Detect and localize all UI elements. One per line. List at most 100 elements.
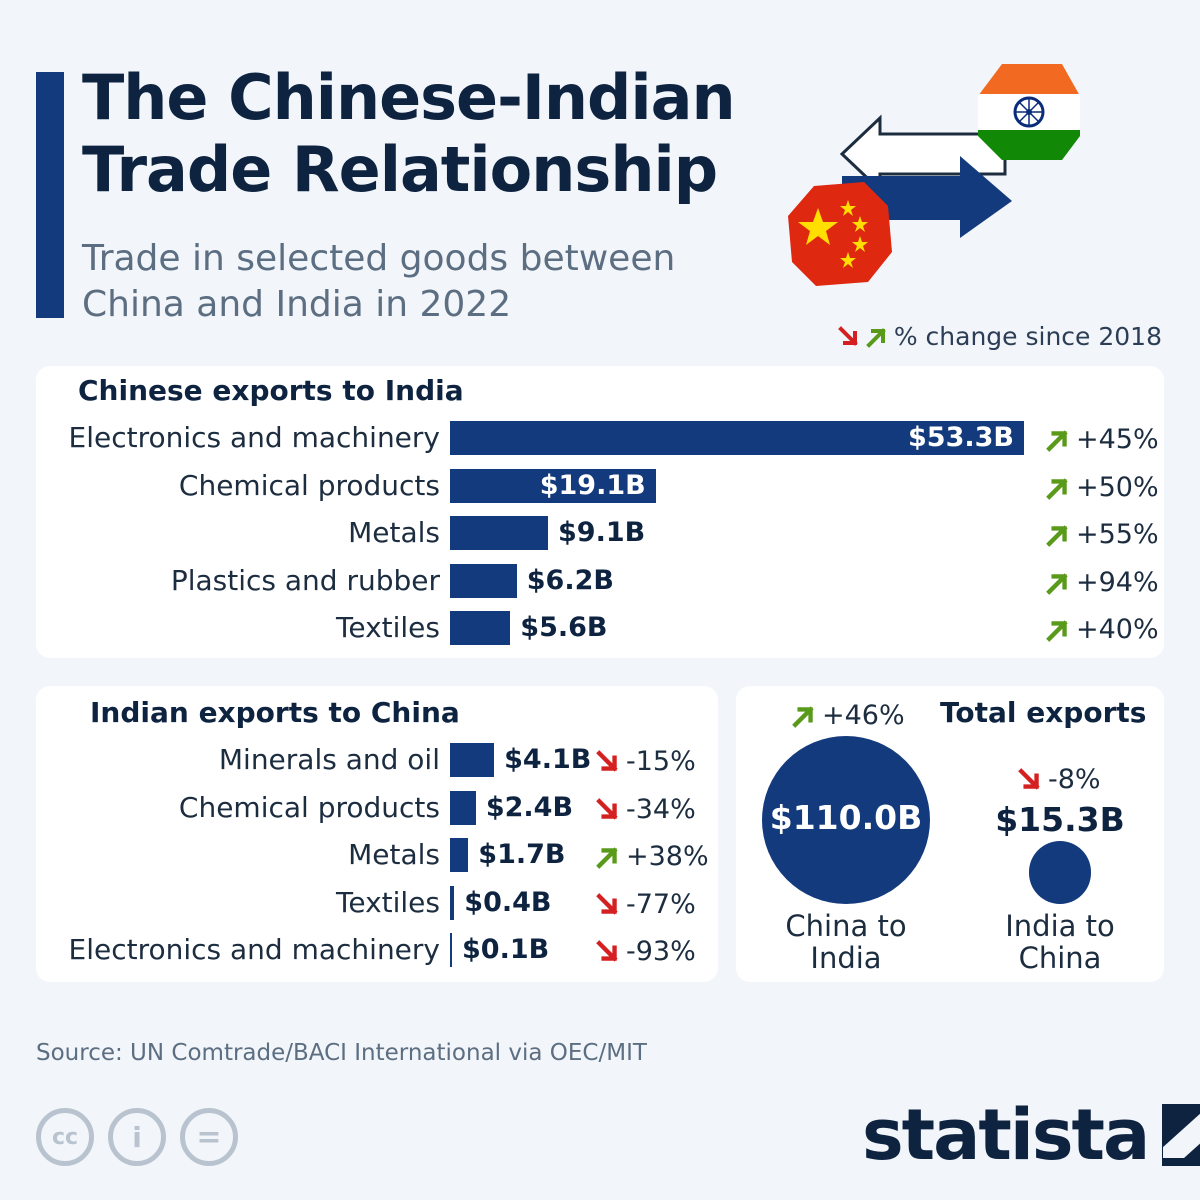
license-icons: cc i =	[36, 1108, 238, 1166]
arrow-up-icon	[1046, 525, 1068, 547]
title-accent-bar	[36, 72, 64, 318]
statista-mark-icon	[1162, 1104, 1200, 1166]
chinese-exports-card: Chinese exports to India Electronics and…	[36, 366, 1164, 658]
legend-label: % change since 2018	[893, 322, 1162, 351]
change-label: +40%	[1046, 612, 1159, 648]
arrow-up-icon	[596, 847, 618, 869]
indian-exports-card: Indian exports to China Minerals and oil…	[36, 686, 718, 982]
section-title: Indian exports to China	[90, 696, 460, 729]
data-label: $53.3B	[908, 422, 1014, 453]
data-label: $1.7B	[478, 839, 566, 870]
change-label: +46%	[792, 698, 905, 734]
category-label: Chemical products	[178, 790, 440, 824]
data-label: $0.4B	[464, 886, 552, 918]
bar	[450, 563, 517, 598]
section-title: Total exports	[940, 696, 1147, 729]
change-value: +40%	[1076, 614, 1159, 645]
data-label: $2.4B	[485, 791, 574, 823]
bar	[450, 933, 452, 967]
bar	[450, 468, 656, 503]
arrow-down-icon	[837, 325, 858, 346]
trade-flags-illustration	[788, 64, 1080, 286]
change-value: +38%	[626, 841, 709, 872]
bubble	[1028, 841, 1092, 904]
arrow-down-icon	[1018, 768, 1040, 790]
category-label: Electronics and machinery	[68, 421, 441, 454]
change-value: -8%	[1048, 764, 1101, 795]
data-label: $19.1B	[539, 469, 646, 501]
category-label: Textiles	[335, 885, 440, 919]
bar	[450, 885, 455, 920]
category-label-line: India to	[1005, 909, 1115, 943]
statista-logo: statista	[862, 1098, 1200, 1172]
bar	[450, 611, 511, 645]
arrow-up-icon	[1046, 572, 1068, 595]
category-label: Electronics and machinery	[68, 933, 441, 966]
change-label: +55%	[1046, 517, 1159, 553]
change-label: -15%	[596, 744, 696, 780]
category-label-line: India	[810, 941, 882, 975]
bubble	[762, 736, 930, 904]
arrow-up-icon	[1046, 477, 1068, 500]
brand-wordmark: statista	[862, 1094, 1150, 1176]
arrow-up-icon	[1046, 620, 1068, 642]
category-label: Textiles	[335, 611, 440, 644]
arrow-up-icon	[792, 706, 814, 728]
change-value: +94%	[1076, 566, 1159, 598]
category-label: Chemical products	[178, 468, 440, 502]
change-label: +45%	[1046, 422, 1159, 458]
change-label: +38%	[596, 839, 709, 875]
change-value: -15%	[626, 746, 696, 777]
change-value: +45%	[1076, 424, 1159, 455]
data-label: $4.1B	[504, 744, 592, 775]
data-label: $15.3B	[995, 800, 1125, 839]
arrow-down-icon	[596, 892, 618, 915]
change-value: +55%	[1076, 519, 1159, 550]
title-line-1: The Chinese-Indian	[82, 61, 736, 134]
change-label: -8%	[1018, 762, 1101, 798]
data-label: $5.6B	[520, 612, 608, 643]
subtitle-line-1: Trade in selected goods between	[82, 238, 676, 279]
category-label: China to India	[756, 910, 936, 974]
page-subtitle: Trade in selected goods between China an…	[82, 236, 675, 328]
data-label: $0.1B	[462, 934, 550, 965]
category-label: Metals	[348, 838, 440, 871]
change-label: +50%	[1046, 470, 1159, 506]
change-value: +46%	[822, 700, 905, 731]
creative-commons-icon: cc	[36, 1108, 94, 1166]
change-value: +50%	[1076, 471, 1159, 503]
category-label: Metals	[348, 516, 440, 549]
bar	[450, 838, 469, 872]
section-title: Chinese exports to India	[78, 374, 464, 407]
category-label: Plastics and rubber	[170, 563, 440, 597]
change-value: -77%	[626, 888, 696, 920]
change-label: -93%	[596, 934, 696, 970]
page-title: The Chinese-Indian Trade Relationship	[82, 61, 736, 206]
change-legend: % change since 2018	[837, 322, 1162, 351]
data-label: $110.0B	[769, 798, 923, 837]
bar	[450, 516, 548, 550]
change-value: -34%	[626, 793, 696, 825]
bar	[450, 743, 495, 777]
no-derivatives-icon: =	[180, 1108, 238, 1166]
arrow-up-icon	[1046, 430, 1068, 452]
category-label-line: China	[1018, 941, 1102, 975]
category-label: Minerals and oil	[218, 743, 440, 776]
arrow-down-icon	[596, 797, 618, 820]
change-label: +94%	[1046, 565, 1159, 601]
bar	[450, 790, 476, 825]
title-line-2: Trade Relationship	[82, 133, 718, 206]
total-exports-card: Total exports $110.0B +46% China to India $1…	[736, 686, 1164, 982]
bar	[450, 421, 1024, 455]
attribution-icon: i	[108, 1108, 166, 1166]
arrow-down-icon	[596, 750, 618, 772]
category-label: India to China	[970, 910, 1150, 974]
change-label: -34%	[596, 792, 696, 828]
subtitle-line-2: China and India in 2022	[82, 284, 512, 325]
category-label-line: China to	[785, 909, 907, 943]
arrow-down-icon	[596, 940, 618, 962]
data-label: $6.2B	[526, 564, 614, 596]
change-label: -77%	[596, 887, 696, 923]
source-note: Source: UN Comtrade/BACI International v…	[36, 1040, 647, 1066]
arrow-up-icon	[865, 327, 886, 348]
